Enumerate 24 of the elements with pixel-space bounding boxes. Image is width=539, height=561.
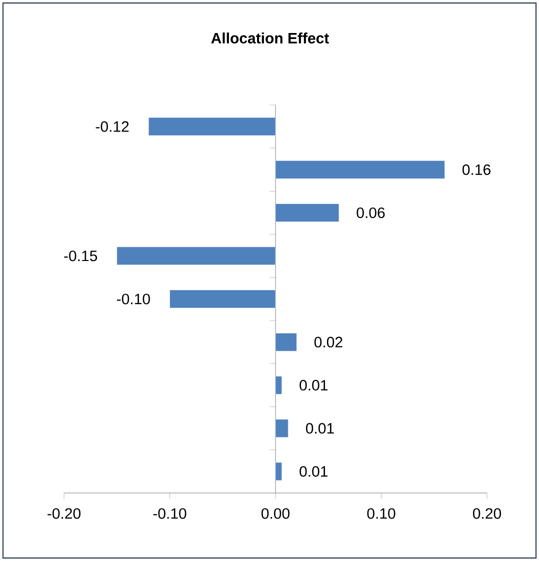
bar <box>116 246 276 266</box>
x-tick-label: -0.10 <box>153 508 186 519</box>
bar <box>275 376 282 394</box>
bar <box>148 117 276 136</box>
bar <box>275 332 297 352</box>
data-label: 0.16 <box>462 164 490 175</box>
x-tick-label: -0.20 <box>48 508 80 519</box>
chart-title: Allocation Effect <box>211 32 329 44</box>
data-label: 0.02 <box>314 336 342 348</box>
x-tick-label: 0.10 <box>367 508 396 519</box>
data-label: -0.12 <box>96 121 129 132</box>
x-tick-label: 0.00 <box>261 508 290 519</box>
bar <box>275 419 288 438</box>
bar <box>275 160 445 179</box>
data-label: -0.15 <box>64 250 98 262</box>
data-label: -0.10 <box>117 294 150 304</box>
bar <box>170 290 276 308</box>
data-label: 0.06 <box>356 207 385 218</box>
data-label: 0.01 <box>300 466 328 477</box>
data-label: 0.01 <box>306 423 334 434</box>
data-label: 0.01 <box>300 380 328 391</box>
bar <box>275 204 340 222</box>
x-tick-label: 0.20 <box>472 508 501 519</box>
bar <box>275 462 282 481</box>
